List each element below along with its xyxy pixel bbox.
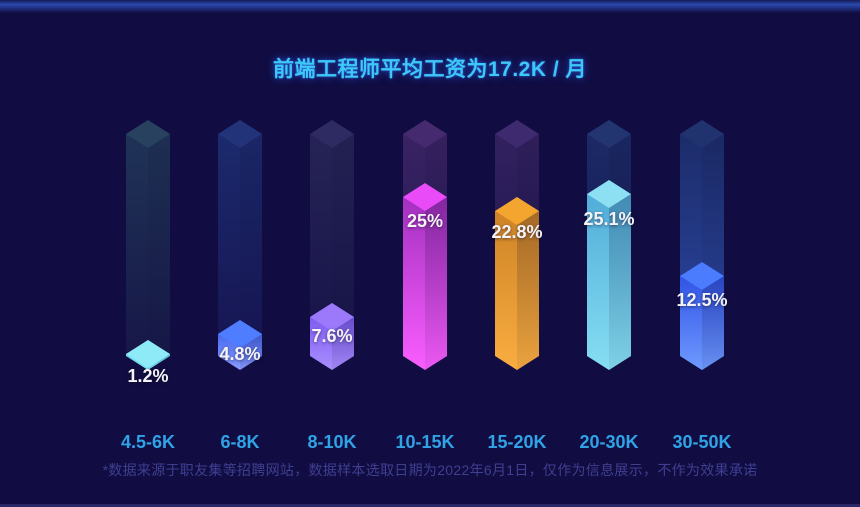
footnote: *数据来源于职友集等招聘网站，数据样本选取日期为2022年6月1日，仅作为信息展… xyxy=(102,462,758,478)
bar-track xyxy=(126,120,170,370)
x-tick-label: 6-8K xyxy=(220,432,260,452)
bottom-edge-band xyxy=(0,504,860,507)
chart-title: 前端工程师平均工资为17.2K / 月 xyxy=(272,58,588,81)
value-label: 4.8% xyxy=(219,344,261,364)
top-gradient-band xyxy=(0,0,860,13)
value-label: 1.2% xyxy=(127,366,169,386)
bar-10-15k[interactable] xyxy=(403,183,447,370)
bar-20-30k[interactable] xyxy=(587,180,631,370)
value-label: 25% xyxy=(406,211,444,231)
x-tick-label: 8-10K xyxy=(307,432,357,452)
value-label: 25.1% xyxy=(583,209,635,229)
x-tick-label: 4.5-6K xyxy=(120,432,176,452)
value-label: 7.6% xyxy=(311,326,353,346)
bar-30-50k[interactable] xyxy=(680,262,724,370)
x-tick-label: 10-15K xyxy=(395,432,455,452)
x-tick-label: 30-50K xyxy=(672,432,732,452)
value-label: 22.8% xyxy=(491,222,543,242)
x-tick-label: 15-20K xyxy=(487,432,547,452)
value-label: 12.5% xyxy=(676,290,728,310)
x-tick-label: 20-30K xyxy=(579,432,639,452)
bar-15-20k[interactable] xyxy=(495,197,539,370)
